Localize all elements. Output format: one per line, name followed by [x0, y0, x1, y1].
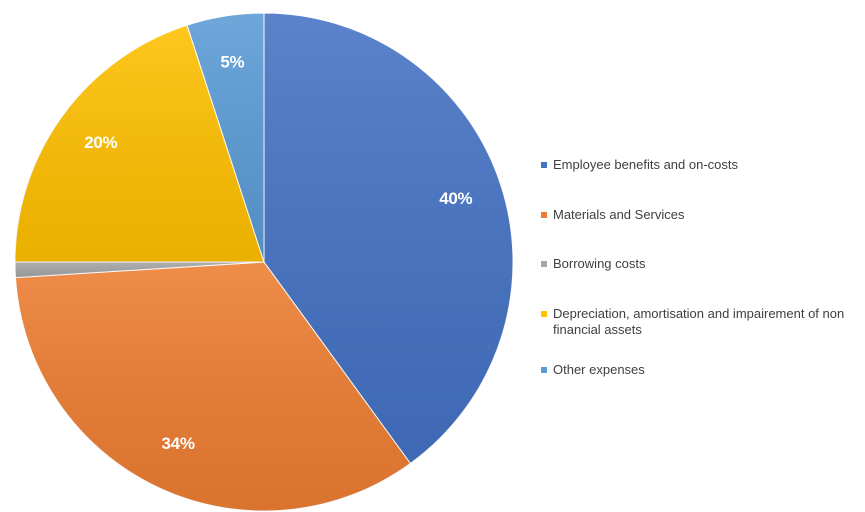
data-label-materials-and-services: 34%	[162, 434, 195, 453]
legend-item: Depreciation, amortisation and impaireme…	[541, 306, 865, 338]
legend-swatch	[541, 367, 547, 373]
legend-label: Other expenses	[553, 362, 645, 377]
data-label-other-expenses: 5%	[220, 52, 244, 71]
legend-label: Employee benefits and on-costs	[553, 157, 738, 172]
pie-slice-employee-benefits-and	[263, 12, 514, 465]
legend-swatch	[541, 311, 547, 317]
legend-item: Other expenses	[541, 362, 865, 378]
data-label-employee-benefits-and: 40%	[439, 189, 472, 208]
data-label-depreciation-amortisation-and: 20%	[84, 133, 117, 152]
legend-item: Borrowing costs	[541, 256, 865, 272]
pie-slice-shading	[14, 262, 264, 278]
legend-swatch	[541, 162, 547, 168]
pie-slice-shading	[15, 25, 264, 262]
pie-slice-shading	[264, 13, 514, 464]
legend-label: Depreciation, amortisation and impaireme…	[553, 306, 845, 337]
legend-item: Materials and Services	[541, 207, 865, 223]
pie-slice-depreciation-amortisation-and	[14, 24, 265, 263]
pie-slice-materials-and-services	[14, 261, 412, 512]
legend-swatch	[541, 261, 547, 267]
legend-swatch	[541, 212, 547, 218]
pie-slice-shading	[15, 262, 411, 512]
pie-slice-other-expenses	[186, 12, 265, 263]
pie-data-labels: 40% 34% 20% 5%	[84, 52, 473, 453]
pie-slices	[14, 12, 514, 512]
legend-label: Materials and Services	[553, 207, 685, 222]
legend-item: Employee benefits and on-costs	[541, 157, 865, 173]
pie-slice-shading	[187, 13, 264, 262]
legend-label: Borrowing costs	[553, 256, 646, 271]
pie-slice-borrowing-costs	[14, 261, 265, 279]
